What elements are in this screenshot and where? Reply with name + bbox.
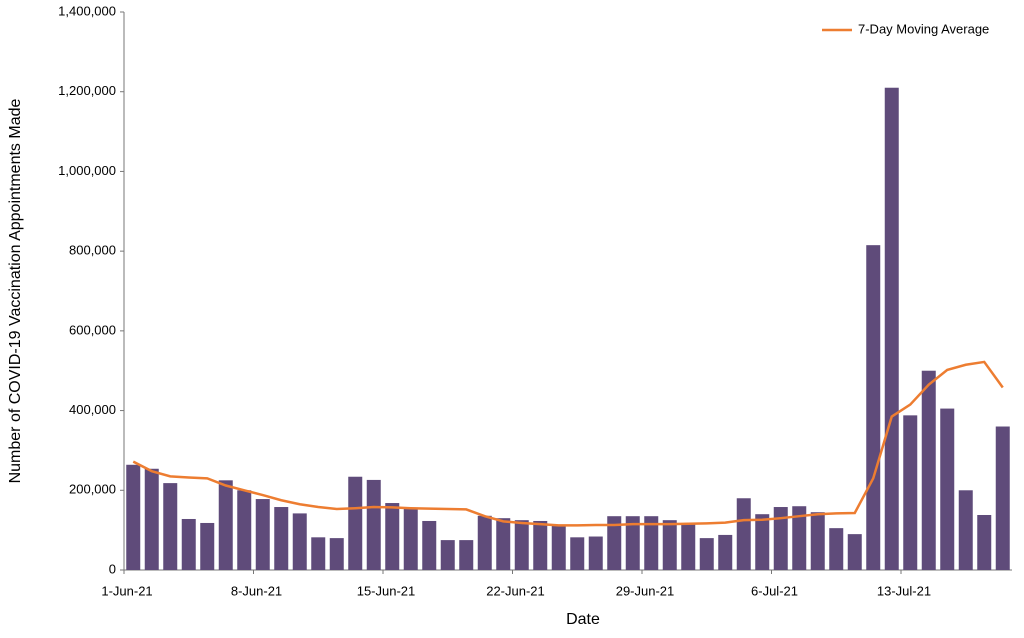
x-tick-label: 6-Jul-21 xyxy=(751,583,798,598)
x-tick-label: 29-Jun-21 xyxy=(616,583,675,598)
bar xyxy=(903,415,918,570)
x-tick-label: 8-Jun-21 xyxy=(231,583,282,598)
bar xyxy=(995,426,1010,570)
moving-average-line xyxy=(132,360,1004,527)
bar xyxy=(625,516,640,570)
bar xyxy=(699,538,714,570)
bar xyxy=(292,513,307,570)
bar xyxy=(681,524,696,570)
y-tick-label: 1,400,000 xyxy=(58,3,116,18)
bar xyxy=(551,525,566,570)
bar xyxy=(773,507,788,570)
x-tick-label: 1-Jun-21 xyxy=(101,583,152,598)
bar xyxy=(163,483,178,570)
bar xyxy=(977,514,992,570)
bar xyxy=(459,540,474,570)
bar xyxy=(496,518,511,570)
bar xyxy=(403,508,418,570)
bar xyxy=(792,506,807,570)
y-tick-label: 0 xyxy=(109,561,116,576)
bar xyxy=(847,534,862,570)
x-tick-label: 13-Jul-21 xyxy=(877,583,931,598)
bar xyxy=(755,514,770,570)
bar xyxy=(607,516,622,570)
y-tick-label: 600,000 xyxy=(69,322,116,337)
bar xyxy=(958,490,973,570)
x-tick-label: 22-Jun-21 xyxy=(486,583,545,598)
bar xyxy=(144,468,159,570)
bar xyxy=(921,370,936,570)
bar xyxy=(940,408,955,570)
y-tick-label: 800,000 xyxy=(69,243,116,258)
bar xyxy=(514,520,529,570)
bar xyxy=(385,503,400,570)
bar xyxy=(440,540,455,570)
bar xyxy=(181,518,196,570)
x-axis-title: Date xyxy=(566,611,600,628)
bar xyxy=(718,534,733,570)
y-tick-label: 200,000 xyxy=(69,482,116,497)
bar xyxy=(366,479,381,570)
bar xyxy=(274,507,289,570)
bar xyxy=(662,520,677,570)
bar xyxy=(570,537,585,570)
bar xyxy=(422,520,437,570)
bar xyxy=(829,528,844,570)
bar xyxy=(884,87,899,570)
bar xyxy=(477,515,492,570)
bar xyxy=(348,476,363,570)
bar xyxy=(866,245,881,570)
bar xyxy=(533,520,548,570)
y-tick-label: 1,000,000 xyxy=(58,163,116,178)
bar xyxy=(255,499,270,570)
bar xyxy=(329,538,344,570)
bar xyxy=(810,512,825,570)
y-tick-label: 1,200,000 xyxy=(58,83,116,98)
bar xyxy=(736,498,751,570)
y-tick-label: 400,000 xyxy=(69,402,116,417)
bar xyxy=(237,490,252,570)
y-axis-title: Number of COVID-19 Vaccination Appointme… xyxy=(7,99,24,484)
bar xyxy=(218,480,233,570)
bar xyxy=(200,522,215,570)
bar xyxy=(588,536,603,570)
x-tick-label: 15-Jun-21 xyxy=(357,583,416,598)
bar xyxy=(311,537,326,570)
bar xyxy=(644,516,659,570)
legend-label: 7-Day Moving Average xyxy=(858,21,989,36)
bar xyxy=(126,464,141,570)
